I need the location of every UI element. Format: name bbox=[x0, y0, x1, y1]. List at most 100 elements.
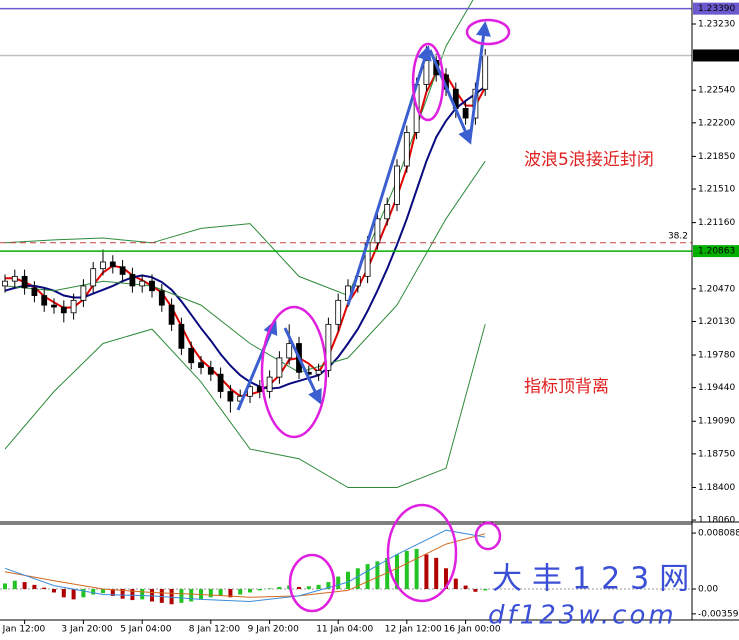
histogram-bar bbox=[483, 589, 488, 591]
candle-body bbox=[139, 280, 146, 287]
candle-body bbox=[158, 290, 165, 306]
histogram-bar bbox=[355, 568, 360, 590]
markups bbox=[236, 18, 511, 613]
histogram-bar bbox=[130, 589, 135, 601]
histogram-bar bbox=[189, 589, 194, 602]
histogram-bar bbox=[150, 589, 154, 602]
annotation: 波浪5浪接近封闭 bbox=[524, 150, 654, 170]
y-tick-label: 0.008088 bbox=[698, 529, 739, 539]
y-tick-label: 1.18060 bbox=[698, 516, 735, 526]
y-tick-label: 1.18400 bbox=[698, 483, 735, 493]
candle-body bbox=[21, 275, 28, 289]
highlight-ellipse bbox=[386, 503, 458, 603]
candle-body bbox=[256, 386, 263, 392]
level-label: 1.23390 bbox=[698, 4, 735, 14]
histogram-bar bbox=[385, 557, 390, 590]
candle-body bbox=[119, 266, 126, 275]
candle-body bbox=[90, 268, 97, 287]
macd-panel bbox=[0, 529, 692, 605]
histogram-bar bbox=[248, 589, 252, 593]
candle-body bbox=[276, 357, 283, 378]
histogram-bar bbox=[179, 589, 184, 603]
highlight-ellipse bbox=[474, 521, 502, 551]
candle-body bbox=[217, 373, 224, 392]
level-label: 1.22902 bbox=[698, 51, 735, 61]
histogram-bar bbox=[444, 568, 448, 590]
y-tick-label: 1.18750 bbox=[698, 449, 735, 459]
candle-body bbox=[41, 295, 48, 306]
candle-body bbox=[178, 323, 185, 349]
level-box bbox=[693, 49, 739, 62]
histogram-bar bbox=[169, 589, 174, 605]
highlight-ellipse bbox=[288, 553, 336, 613]
indicator-line bbox=[4, 533, 486, 598]
candle-body bbox=[394, 165, 400, 205]
histogram-bar bbox=[473, 589, 478, 592]
x-tick-label: 12 Jan 12:00 bbox=[385, 625, 442, 635]
histogram-bar bbox=[101, 589, 105, 594]
histogram-bar bbox=[277, 586, 282, 590]
candle-body bbox=[100, 261, 106, 270]
candle-body bbox=[80, 285, 87, 301]
x-tick-label: 5 Jan 04:00 bbox=[120, 625, 172, 635]
candle-body bbox=[325, 323, 332, 371]
histogram-bar bbox=[159, 589, 164, 603]
histogram-bar bbox=[12, 580, 17, 590]
annotation: 指标顶背离 bbox=[524, 377, 609, 397]
y-tick-label: 0.00 bbox=[698, 585, 718, 595]
histogram-bar bbox=[297, 586, 301, 590]
x-tick-label: 16 Jan 00:00 bbox=[444, 625, 501, 635]
x-tick-label: 11 Jan 04:00 bbox=[316, 625, 373, 635]
y-tick-label: 1.20130 bbox=[698, 317, 735, 327]
candle-body bbox=[423, 60, 430, 85]
x-tick-label: Jan 12:00 bbox=[2, 625, 46, 635]
histogram-bar bbox=[42, 587, 47, 590]
histogram-bar bbox=[257, 589, 262, 591]
highlight-ellipse bbox=[411, 42, 445, 122]
y-tick-label: 1.22200 bbox=[698, 118, 735, 128]
candle-body bbox=[247, 386, 253, 397]
candle-body bbox=[482, 55, 489, 90]
histogram-bar bbox=[71, 589, 76, 600]
histogram-bar bbox=[120, 589, 125, 599]
histogram-bar bbox=[463, 585, 468, 590]
candle-body bbox=[462, 108, 469, 119]
y-tick-label: 1.23230 bbox=[698, 19, 735, 29]
candle-body bbox=[129, 274, 136, 287]
candle-body bbox=[207, 367, 214, 375]
candle-body bbox=[149, 280, 155, 292]
histogram-bar bbox=[336, 576, 341, 590]
candle-body bbox=[227, 391, 234, 402]
histogram-bar bbox=[91, 589, 96, 595]
histogram-bar bbox=[453, 578, 458, 590]
y-tick-label: 1.22540 bbox=[698, 86, 735, 96]
candle-body bbox=[2, 280, 8, 287]
watermark-url: df123w.com bbox=[488, 601, 677, 631]
candle-body bbox=[109, 261, 116, 268]
y-tick-label: -0.003591 bbox=[698, 609, 739, 619]
histogram-bar bbox=[404, 550, 409, 590]
indicator-line bbox=[4, 529, 486, 603]
candle-body bbox=[60, 306, 67, 314]
arrow bbox=[236, 319, 278, 411]
candle-body bbox=[374, 218, 381, 244]
histogram-bar bbox=[434, 557, 439, 590]
histogram-bar bbox=[140, 589, 145, 600]
x-tick-label: 9 Jan 20:00 bbox=[248, 625, 300, 635]
candle-body bbox=[188, 347, 195, 364]
histogram-bar bbox=[316, 584, 321, 590]
y-tick-label: 1.20470 bbox=[698, 284, 735, 294]
histogram-bar bbox=[81, 589, 86, 598]
arrow bbox=[283, 327, 322, 405]
histogram-bar bbox=[228, 589, 233, 598]
level-box bbox=[693, 2, 739, 15]
y-tick-label: 1.19440 bbox=[698, 383, 735, 393]
y-tick-label: 1.21850 bbox=[698, 152, 735, 162]
candle-body bbox=[168, 304, 175, 325]
candle-body bbox=[286, 343, 293, 359]
arrow bbox=[428, 49, 473, 145]
histogram-bar bbox=[208, 589, 213, 598]
